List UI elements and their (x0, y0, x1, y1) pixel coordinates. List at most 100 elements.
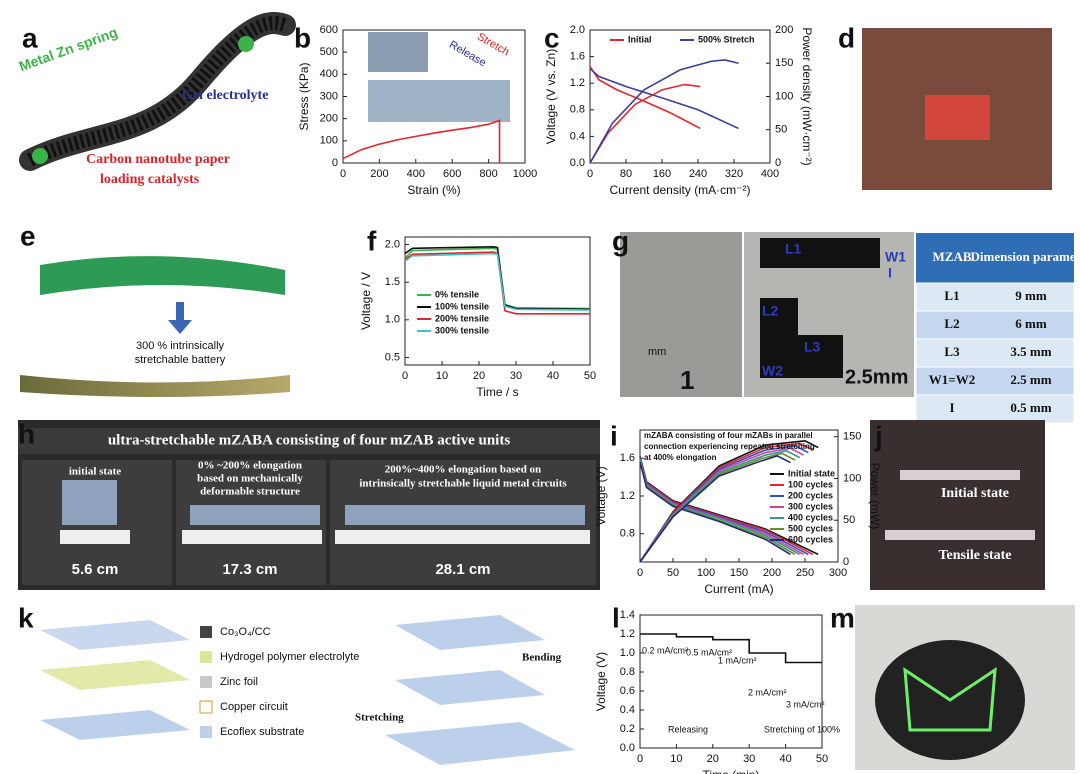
table-row (915, 310, 1075, 340)
device (395, 670, 545, 705)
annotation: Stretching of 100% (764, 724, 840, 734)
series-line (589, 67, 739, 130)
panel-label: k (18, 602, 34, 633)
x-axis-label: Time / s (476, 385, 518, 399)
y-tick-label: 1.0 (620, 647, 635, 659)
photo-battery (620, 232, 742, 397)
label: mm (648, 346, 666, 358)
legend-swatch (200, 626, 212, 638)
x-tick-label: 0 (340, 168, 346, 180)
series-line (640, 633, 822, 664)
x-tick-label: 40 (779, 753, 791, 765)
legend-label: 500 cycles (788, 523, 833, 533)
y2-tick-label: 50 (843, 514, 855, 526)
label: Carbon nanotube paper (86, 152, 230, 167)
led-array (925, 95, 990, 140)
panel-label: l (612, 602, 620, 633)
panel-label: h (18, 418, 35, 449)
legend-swatch (200, 651, 212, 663)
y-tick-label: 2.0 (570, 24, 585, 36)
x-tick-label: 50 (584, 370, 596, 382)
table-cell: 6 mm (1015, 316, 1047, 331)
label: initial state (69, 466, 121, 478)
panel-label: j (874, 420, 883, 451)
panel-k: Co₃O₄/CC Hydrogel polymer electrolyte Zi… (40, 615, 575, 765)
battery-flat (20, 375, 290, 397)
x-tick-label: 240 (689, 168, 707, 180)
note: mZABA consisting of four mZABs in parall… (644, 431, 813, 440)
legend-label: 500% Stretch (698, 34, 755, 44)
inset-photo (368, 32, 428, 72)
arrow-head (168, 320, 192, 334)
panel-label: i (610, 420, 618, 451)
label: 28.1 cm (435, 561, 490, 578)
table-cell: I (949, 400, 954, 415)
label: stretchable battery (135, 354, 226, 366)
series-line (342, 119, 501, 163)
device (385, 722, 575, 765)
x-tick-label: 80 (620, 168, 632, 180)
x-tick-label: 250 (796, 567, 814, 579)
gel-marker (238, 36, 254, 52)
y2-tick-label: 200 (775, 24, 793, 36)
device (900, 470, 1020, 480)
ruler (182, 530, 322, 544)
label: 200%~400% elongation based on (385, 464, 541, 476)
x-axis-label: Time (min) (703, 768, 760, 774)
legend-label: 200% tensile (435, 313, 489, 323)
panel-label: c (544, 22, 560, 53)
y-axis-label: Voltage / V (359, 272, 373, 330)
table-cell: L1 (944, 288, 959, 303)
x-tick-label: 300 (829, 567, 847, 579)
x-tick-label: 0 (587, 168, 593, 180)
y-axis-label: Stress (KPa) (297, 62, 311, 130)
label: Tensile state (939, 548, 1012, 563)
label: W1 (885, 249, 906, 265)
series-line (589, 83, 701, 164)
x-tick-label: 0 (637, 753, 643, 765)
electrode (798, 335, 843, 378)
y2-tick-label: 50 (775, 124, 787, 136)
label: 17.3 cm (222, 561, 277, 578)
x-tick-label: 150 (730, 567, 748, 579)
table-cell: L2 (944, 316, 959, 331)
y2-axis-label: Power (mW) (868, 463, 882, 530)
y-tick-label: 1.2 (620, 490, 635, 502)
series-line (639, 455, 791, 563)
x-tick-label: 50 (816, 753, 828, 765)
annotation: 0.5 mA/cm² (686, 647, 732, 657)
device (190, 505, 320, 525)
note: at 400% elongation (644, 453, 717, 462)
title: ultra-stretchable mZABA consisting of fo… (108, 432, 511, 448)
legend-label: 300 cycles (788, 501, 833, 511)
x-tick-label: 100 (697, 567, 715, 579)
y-tick-label: 1.6 (620, 452, 635, 464)
label: L2 (762, 303, 779, 319)
x-tick-label: 40 (547, 370, 559, 382)
x-tick-label: 0 (402, 370, 408, 382)
battery-wavy (40, 256, 285, 295)
annotation: 1 mA/cm² (718, 655, 757, 665)
label: L3 (804, 339, 821, 355)
x-tick-label: 30 (510, 370, 522, 382)
inset-photo (368, 80, 510, 122)
device (885, 530, 1035, 540)
dimension-table: MZAB Dimension parameter L1 9 mm L2 6 mm L3 3.5… (915, 233, 1080, 424)
label: 1 (680, 365, 694, 395)
annotation: 0.2 mA/cm² (642, 645, 688, 655)
x-tick-label: 160 (653, 168, 671, 180)
panel-label: f (367, 225, 377, 256)
legend-label: 0% tensile (435, 289, 479, 299)
electrode (760, 238, 880, 268)
y-tick-label: 1.0 (385, 314, 400, 326)
device (345, 505, 585, 525)
table-row (915, 282, 1075, 312)
ruler (335, 530, 590, 544)
device (62, 480, 117, 525)
table-row (915, 338, 1075, 368)
table-row (915, 366, 1075, 396)
legend-label: 600 cycles (788, 534, 833, 544)
label: I (888, 265, 892, 281)
y-tick-label: 1.2 (570, 77, 585, 89)
y-axis-label: Voltage (V vs. Zn) (544, 49, 558, 144)
